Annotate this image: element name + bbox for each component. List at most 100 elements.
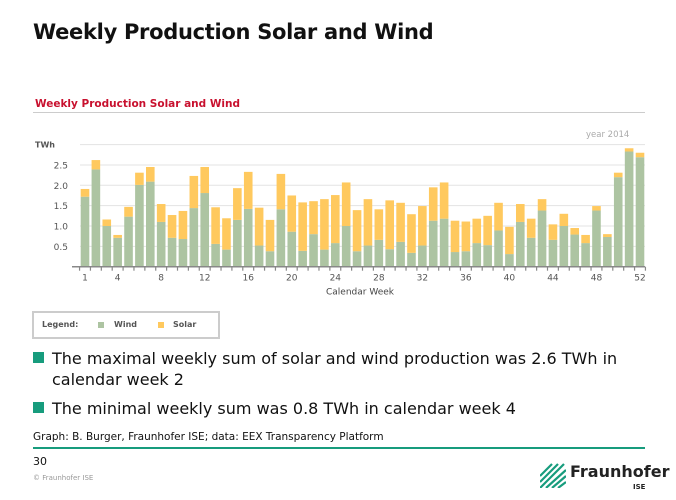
bullet-text: The maximal weekly sum of solar and wind… xyxy=(52,349,618,389)
bar-wind xyxy=(407,252,416,267)
bar-solar xyxy=(145,166,155,182)
bar-solar xyxy=(222,218,231,250)
bullet-text: The minimal weekly sum was 0.8 TWh in ca… xyxy=(52,399,516,418)
bar-solar xyxy=(276,173,286,210)
y-tick-label: 1.0 xyxy=(54,223,69,233)
legend-swatch-wind xyxy=(98,322,104,328)
bar-solar xyxy=(124,206,133,217)
x-tick-label: 28 xyxy=(373,274,385,284)
year-annotation: year 2014 xyxy=(586,130,630,140)
bar-solar xyxy=(635,152,645,158)
y-tick-label: 2.5 xyxy=(54,161,68,171)
x-tick-label: 20 xyxy=(286,274,298,284)
bar-solar xyxy=(135,172,144,185)
footer-divider xyxy=(33,447,645,449)
bar-wind xyxy=(330,243,340,267)
y-tick-label: 0.5 xyxy=(54,243,68,253)
x-tick-label: 16 xyxy=(243,274,255,284)
fraunhofer-logo-icon xyxy=(540,463,566,488)
bar-solar xyxy=(537,199,547,211)
bar-solar xyxy=(396,202,405,242)
bar-wind xyxy=(624,151,634,267)
legend-label: Legend: xyxy=(42,320,79,329)
x-tick-label: 4 xyxy=(115,274,121,284)
bar-solar xyxy=(254,207,264,246)
bar-wind xyxy=(124,216,133,267)
x-tick-label: 8 xyxy=(158,274,164,284)
bar-solar xyxy=(472,218,482,244)
bar-solar xyxy=(526,218,536,238)
bar-solar xyxy=(548,224,558,240)
legend-swatch-solar xyxy=(158,322,164,328)
bar-wind xyxy=(320,249,329,267)
bar-wind xyxy=(156,221,166,267)
bar-solar xyxy=(352,210,362,252)
bar-wind xyxy=(189,208,199,267)
bar-wind xyxy=(559,226,569,267)
bar-solar xyxy=(330,195,340,244)
bar-wind xyxy=(80,196,90,267)
bar-wind xyxy=(287,231,297,267)
bar-wind xyxy=(352,251,362,267)
bar-wind xyxy=(135,184,144,267)
bar-wind xyxy=(254,245,264,267)
x-tick-label: 36 xyxy=(460,274,472,284)
bar-wind xyxy=(341,226,351,267)
bar-solar xyxy=(298,202,307,251)
bar-wind xyxy=(472,243,482,267)
bar-wind xyxy=(461,251,471,267)
bar-wind xyxy=(428,220,438,267)
bar-solar xyxy=(450,220,460,253)
bar-solar xyxy=(505,226,514,255)
bar-wind xyxy=(91,169,101,267)
bar-solar xyxy=(592,206,601,211)
chart-title-divider xyxy=(33,112,645,113)
fraunhofer-logo: Fraunhofer ISE xyxy=(540,460,669,496)
bar-solar xyxy=(461,221,471,252)
bar-solar xyxy=(559,213,569,226)
bar-wind xyxy=(233,219,242,267)
bar-wind xyxy=(309,234,318,267)
bar-solar xyxy=(80,188,90,197)
bar-wind xyxy=(505,254,514,267)
bar-solar xyxy=(341,182,351,226)
bar-wind xyxy=(526,237,536,267)
bar-solar xyxy=(265,219,275,252)
bar-wind xyxy=(167,237,177,267)
bar-solar xyxy=(113,234,122,238)
bar-solar xyxy=(570,228,580,235)
bullet-item: The minimal weekly sum was 0.8 TWh in ca… xyxy=(33,398,633,419)
bar-solar xyxy=(613,172,623,178)
bullet-square-icon xyxy=(33,402,44,413)
bullet-item: The maximal weekly sum of solar and wind… xyxy=(33,348,633,390)
x-axis-label: Calendar Week xyxy=(326,288,395,298)
bar-solar xyxy=(363,199,373,246)
page-number: 30 xyxy=(33,455,47,468)
bar-wind xyxy=(418,245,427,267)
bar-solar xyxy=(374,209,384,240)
bar-wind xyxy=(265,251,275,267)
bar-wind xyxy=(603,236,612,267)
bar-solar xyxy=(189,175,199,209)
bar-wind xyxy=(363,245,373,267)
y-tick-label: 1.5 xyxy=(54,202,68,212)
bar-wind xyxy=(439,218,449,267)
logo-text: Fraunhofer xyxy=(570,462,670,481)
bar-wind xyxy=(113,237,122,267)
bar-solar xyxy=(167,215,177,238)
bar-wind xyxy=(200,193,210,267)
x-tick-label: 48 xyxy=(591,274,603,284)
bar-solar xyxy=(178,210,188,240)
bar-solar xyxy=(581,234,590,244)
y-tick-label: 2.0 xyxy=(54,182,69,192)
bar-solar xyxy=(200,166,210,194)
x-tick-label: 1 xyxy=(82,274,88,284)
bar-solar xyxy=(624,148,634,152)
bar-wind xyxy=(243,208,253,267)
bar-wind xyxy=(178,239,188,267)
bar-solar xyxy=(211,207,220,244)
bar-wind xyxy=(548,239,558,267)
chart-legend: Legend: Wind Solar xyxy=(32,311,220,339)
